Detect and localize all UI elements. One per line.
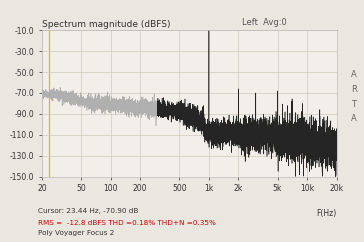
Text: Cursor: 23.44 Hz, -70.90 dB: Cursor: 23.44 Hz, -70.90 dB	[38, 208, 139, 214]
Text: RMS =  -12.8 dBFS THD =0.18% THD+N =0.35%: RMS = -12.8 dBFS THD =0.18% THD+N =0.35%	[38, 219, 216, 226]
Text: Poly Voyager Focus 2: Poly Voyager Focus 2	[38, 230, 115, 236]
Text: F(Hz): F(Hz)	[316, 209, 337, 218]
Text: A
R
T
A: A R T A	[351, 70, 357, 123]
Text: Left  Avg:0: Left Avg:0	[242, 18, 287, 27]
Text: Spectrum magnitude (dBFS): Spectrum magnitude (dBFS)	[42, 21, 170, 30]
